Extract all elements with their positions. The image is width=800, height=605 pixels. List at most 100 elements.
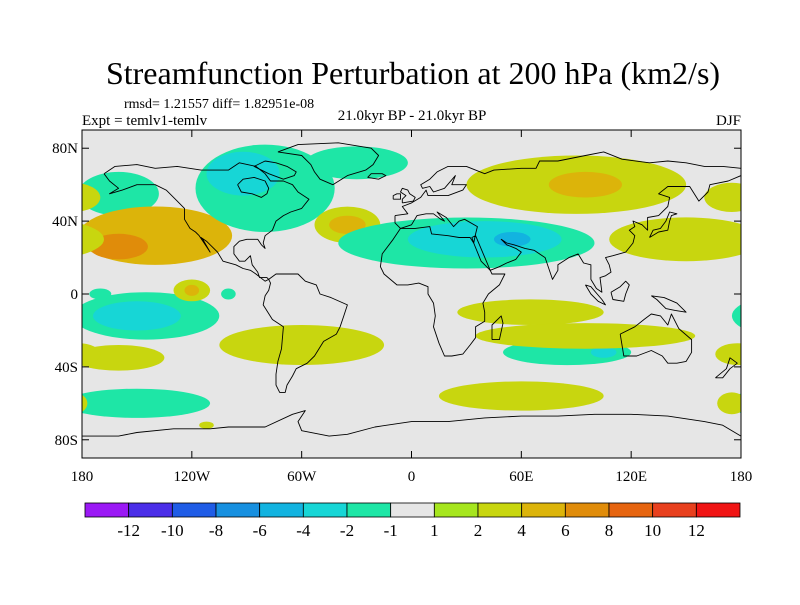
colorbar-swatch bbox=[302, 502, 348, 518]
y-tick-label: 40N bbox=[52, 214, 78, 230]
coastline-antarctica bbox=[82, 410, 741, 437]
x-tick-label: 60E bbox=[509, 469, 533, 485]
colorbar-label: 2 bbox=[474, 521, 483, 540]
colorbar-label: -12 bbox=[117, 521, 140, 540]
colorbar-swatch bbox=[652, 502, 697, 518]
region-antarctic-small-positive bbox=[199, 421, 214, 429]
region-tropical-pacific-negative-core bbox=[92, 301, 181, 331]
coastline-iceland bbox=[367, 173, 387, 180]
colorbar: -12 -10 -8 -6 -4 -2 -1 1 2 4 6 8 10 12 bbox=[84, 502, 741, 540]
coastline-sumatra bbox=[585, 284, 606, 306]
region-s-pacific-far-east-positive bbox=[82, 394, 88, 412]
y-tick-label: 80S bbox=[55, 433, 78, 449]
region-w-pacific-positive bbox=[609, 217, 741, 262]
colorbar-label: -10 bbox=[161, 521, 184, 540]
x-tick-label: 0 bbox=[408, 469, 416, 485]
coastline-madagascar bbox=[491, 315, 504, 341]
region-tropical-pacific-small-negative bbox=[89, 288, 112, 300]
coastline-japan bbox=[649, 211, 678, 238]
region-s-indian-negative-core bbox=[590, 346, 617, 358]
region-tropical-pacific-negative bbox=[731, 304, 741, 328]
y-axis: 80N 40N 0 40S 80S bbox=[52, 141, 741, 449]
coastline-north-america bbox=[103, 162, 310, 282]
coastline-greenland bbox=[277, 142, 380, 186]
x-axis: 180 120W 60W 0 60E 120E 180 bbox=[71, 130, 753, 485]
y-tick-label: 40S bbox=[55, 360, 78, 376]
coastline-new-guinea bbox=[651, 295, 687, 313]
colorbar-label: 10 bbox=[644, 521, 661, 540]
region-subtropical-negative-core bbox=[407, 221, 562, 258]
colorbar-label: -8 bbox=[209, 521, 223, 540]
season-label: DJF bbox=[716, 113, 741, 129]
colorbar-label: 4 bbox=[517, 521, 526, 540]
coastline-baffin bbox=[253, 160, 297, 180]
colorbar-label: 12 bbox=[688, 521, 705, 540]
coastline-hudson-bay bbox=[237, 176, 270, 198]
coastline-borneo bbox=[610, 280, 630, 302]
experiment-label: Expt = temlv1-temlv bbox=[82, 113, 208, 129]
colorbar-label: 6 bbox=[561, 521, 570, 540]
stats-text: rmsd= 1.21557 diff= 1.82951e-08 bbox=[124, 97, 314, 112]
colorbar-swatch bbox=[477, 502, 523, 518]
colorbar-label: 8 bbox=[605, 521, 614, 540]
region-mid-atlantic-positive-core bbox=[329, 215, 366, 234]
period-label: 21.0kyr BP - 21.0kyr BP bbox=[338, 108, 487, 124]
colorbar-swatch bbox=[433, 502, 479, 518]
coastline-australia bbox=[619, 313, 693, 364]
coastline-ireland bbox=[392, 193, 401, 200]
region-s-pacific-positive-west bbox=[731, 350, 741, 366]
colorbar-label: -4 bbox=[296, 521, 311, 540]
coastline-africa bbox=[379, 226, 506, 357]
region-n-pacific-dipole-north bbox=[737, 184, 741, 203]
colorbar-swatch bbox=[608, 502, 654, 518]
region-s-pacific-high-latitude-negative bbox=[82, 388, 211, 418]
region-w-pacific-positive bbox=[82, 223, 104, 255]
region-s-pacific-far-east-positive bbox=[717, 392, 741, 415]
region-indian-ocean-positive bbox=[457, 299, 604, 326]
region-n-pacific-positive bbox=[737, 226, 741, 245]
colorbar-swatch bbox=[84, 502, 130, 518]
colorbar-swatch bbox=[171, 502, 217, 518]
coastline-new-zealand bbox=[715, 357, 738, 379]
colorbar-label: -2 bbox=[340, 521, 354, 540]
colorbar-swatch bbox=[259, 502, 304, 518]
chart-title: Streamfunction Perturbation at 200 hPa (… bbox=[106, 55, 720, 91]
colorbar-label: 1 bbox=[430, 521, 439, 540]
colorbar-swatch bbox=[564, 502, 610, 518]
y-tick-label: 0 bbox=[71, 287, 79, 303]
colorbar-swatch bbox=[128, 502, 173, 518]
colorbar-swatch bbox=[215, 502, 261, 518]
region-s-pacific-positive-east bbox=[219, 325, 385, 365]
y-tick-label: 80N bbox=[52, 141, 78, 157]
region-eurasia-positive-core bbox=[548, 171, 623, 198]
region-s-pacific-date-line-positive bbox=[82, 343, 101, 365]
x-tick-label: 180 bbox=[71, 469, 94, 485]
region-ne-pacific-positive bbox=[704, 182, 741, 212]
region-southern-ocean-positive bbox=[438, 381, 604, 411]
colorbar-swatch bbox=[695, 502, 741, 518]
region-ne-pacific-positive bbox=[82, 183, 101, 212]
colorbar-swatch bbox=[521, 502, 566, 518]
x-tick-label: 120W bbox=[173, 469, 211, 485]
coastline-south-america bbox=[262, 273, 348, 393]
colorbar-swatch bbox=[390, 502, 435, 518]
region-s-pacific-positive-west bbox=[82, 345, 165, 371]
region-s-indian-positive bbox=[475, 323, 696, 349]
x-tick-label: 60W bbox=[287, 469, 317, 485]
x-tick-label: 120E bbox=[615, 469, 647, 485]
coastline-layer bbox=[82, 142, 741, 437]
colorbar-label: -6 bbox=[253, 521, 267, 540]
region-n-atlantic-negative bbox=[305, 146, 408, 180]
coastline-eurasia bbox=[394, 151, 741, 293]
region-tropical-atlantic-small-negative bbox=[221, 288, 236, 300]
region-s-pacific-date-line-positive bbox=[715, 343, 741, 365]
x-tick-label: 180 bbox=[730, 469, 753, 485]
region-n-pacific-dipole-north bbox=[82, 171, 159, 216]
colorbar-swatch bbox=[346, 502, 392, 518]
coastline-britain bbox=[400, 187, 416, 204]
region-subtropical-negative-inner bbox=[493, 232, 531, 247]
region-tropical-pacific-small-positive-core bbox=[184, 284, 200, 296]
region-n-pacific-positive-core bbox=[89, 233, 148, 260]
colorbar-label: -1 bbox=[384, 521, 398, 540]
